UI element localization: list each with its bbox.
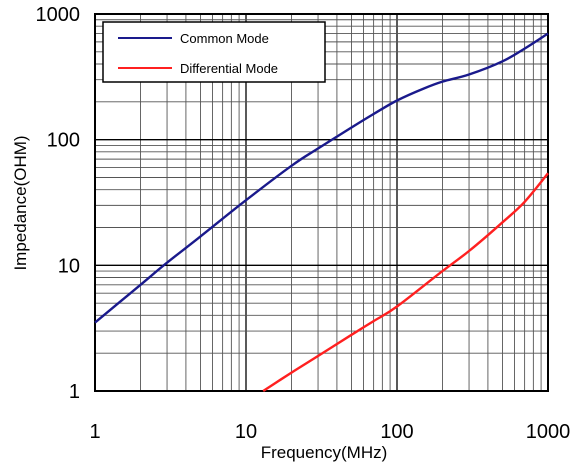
x-axis-label: Frequency(MHz) xyxy=(261,443,388,462)
y-tick-label: 1000 xyxy=(36,4,81,26)
y-tick-label: 10 xyxy=(58,255,80,277)
series-line-common-mode xyxy=(94,32,549,324)
legend-label-common-mode: Common Mode xyxy=(180,31,269,46)
x-tick-label: 1000 xyxy=(526,421,571,443)
x-tick-label: 1 xyxy=(89,421,100,443)
y-tick-label: 1 xyxy=(69,381,80,403)
plot-frame xyxy=(94,13,549,392)
x-tick-label: 100 xyxy=(380,421,413,443)
x-tick-label: 10 xyxy=(235,421,257,443)
y-tick-label: 100 xyxy=(47,130,80,152)
series-layer xyxy=(94,32,549,393)
series-line-differential-mode xyxy=(262,172,549,393)
legend: Common Mode Differential Mode xyxy=(102,21,326,83)
legend-label-differential-mode: Differential Mode xyxy=(180,61,278,76)
y-axis-label: Impedance(OHM) xyxy=(11,135,30,270)
legend-box xyxy=(102,21,326,83)
tick-labels: 1 10 100 1000 1 10 100 1000 xyxy=(36,4,571,443)
